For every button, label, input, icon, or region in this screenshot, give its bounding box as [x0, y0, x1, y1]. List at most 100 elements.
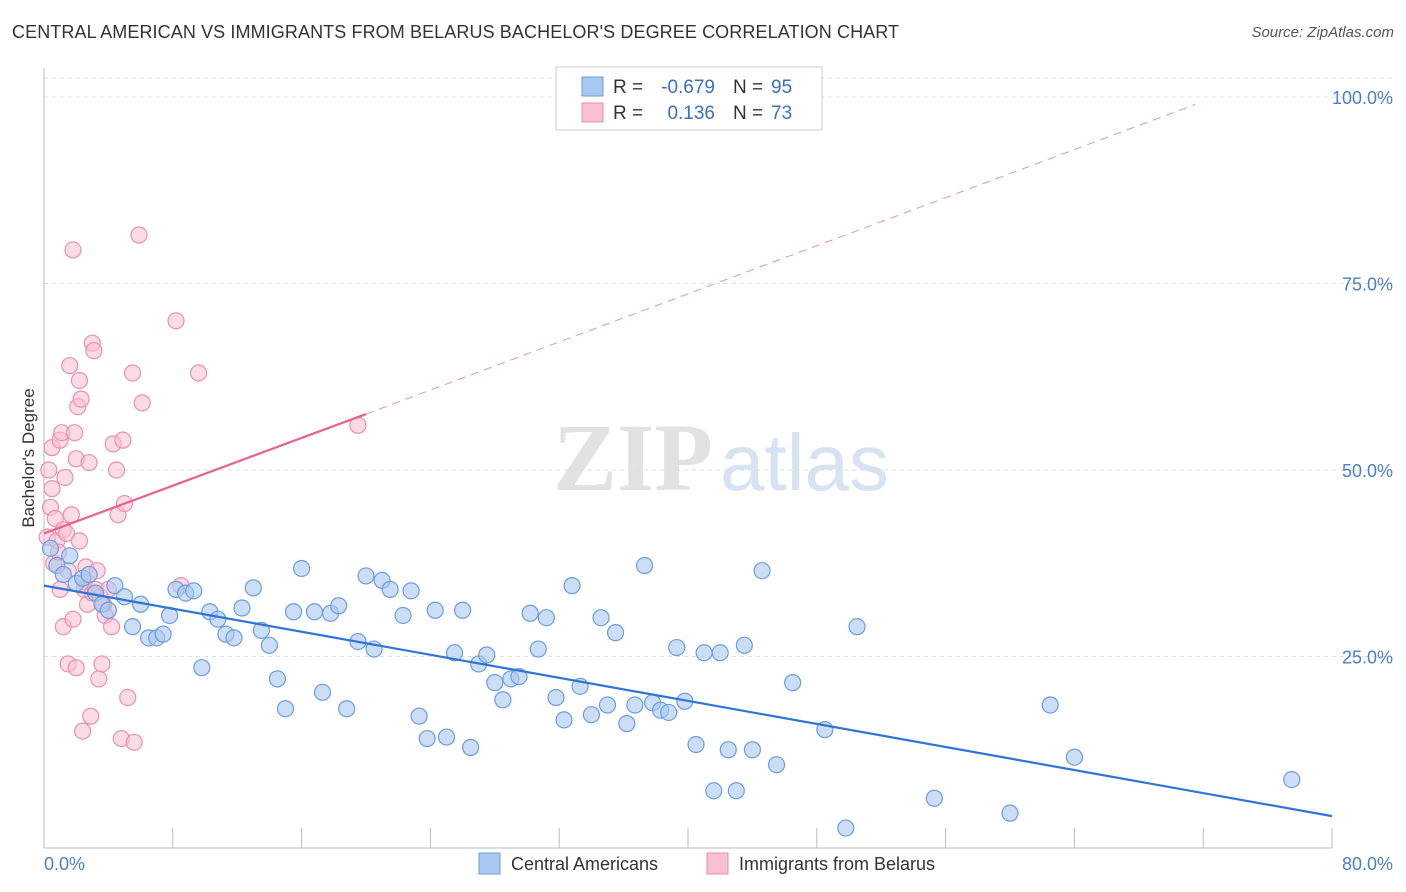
y-tick-labels: 25.0% 50.0% 75.0% 100.0%: [1332, 88, 1393, 668]
belarus-trend-line: [43, 413, 367, 535]
bottom-legend-swatch-blue: [478, 852, 501, 875]
central-americans-point-11: [115, 588, 134, 606]
legend-n-value-pink: 73: [771, 103, 792, 124]
legend-n-label-pink: N =: [733, 103, 763, 124]
source-credit: Source: ZipAtlas.com: [1251, 24, 1394, 41]
central-americans-point-72: [635, 556, 654, 575]
legend-swatch-pink: [581, 102, 604, 123]
legend-n-value-blue: 95: [771, 77, 792, 98]
central-americans-point-96: [1283, 770, 1301, 789]
y-tick-label-25: 25.0%: [1342, 648, 1393, 668]
legend-r-value-pink: 0.136: [667, 103, 715, 124]
belarus-point-55: [123, 364, 142, 382]
central-americans-point-47: [418, 729, 436, 748]
central-americans-point-66: [582, 706, 601, 724]
central-americans-point-76: [668, 638, 686, 657]
belarus-point-57: [130, 226, 148, 244]
central-americans-point-3: [61, 547, 79, 565]
correlation-legend: R = -0.679 N = 95 R = 0.136 N = 73: [555, 66, 823, 131]
central-americans-point-30: [268, 670, 287, 688]
central-americans-point-28: [252, 621, 270, 639]
series-legend: Central Americans Immigrants from Belaru…: [478, 852, 935, 875]
belarus-point-28: [72, 390, 90, 408]
central-americans-point-48: [426, 601, 444, 619]
central-americans-point-34: [305, 603, 324, 621]
central-americans-point-27: [244, 579, 262, 597]
y-tick-label-100: 100.0%: [1332, 88, 1393, 108]
gridlines: [44, 77, 1393, 657]
central-americans-point-16: [154, 625, 172, 643]
central-americans-point-51: [454, 601, 472, 619]
central-americans-point-2: [54, 565, 72, 584]
central-americans-point-25: [225, 629, 243, 647]
belarus-point-43: [93, 655, 111, 673]
central-americans-point-38: [338, 700, 356, 718]
central-americans-points: [41, 539, 1301, 837]
y-tick-label-75: 75.0%: [1342, 275, 1393, 295]
belarus-point-35: [82, 707, 100, 725]
central-americans-point-87: [767, 756, 786, 774]
belarus-point-1: [40, 461, 58, 479]
central-americans-point-37: [330, 597, 348, 615]
central-americans-point-23: [209, 610, 227, 628]
central-americans-point-68: [598, 696, 617, 714]
central-americans-point-90: [837, 819, 855, 837]
belarus-point-54: [119, 688, 137, 707]
central-americans-point-52: [462, 738, 480, 757]
watermark-atlas: atlas: [720, 418, 889, 507]
central-americans-point-0: [41, 539, 60, 557]
belarus-point-58: [133, 394, 151, 412]
central-americans-point-43: [381, 580, 399, 598]
central-americans-point-95: [1065, 748, 1084, 766]
x-tick-label-min: 0.0%: [44, 854, 85, 874]
belarus-point-49: [107, 461, 126, 479]
central-americans-point-31: [276, 700, 295, 718]
central-americans-point-10: [106, 577, 124, 595]
central-americans-point-44: [394, 606, 412, 625]
central-americans-point-50: [445, 644, 464, 662]
legend-n-label-blue: N =: [733, 77, 763, 98]
central-americans-point-78: [687, 735, 705, 754]
watermark-zip: ZIP: [553, 404, 713, 511]
belarus-point-22: [65, 424, 84, 442]
belarus-point-29: [74, 722, 92, 740]
central-americans-point-70: [618, 715, 636, 733]
central-americans-point-9: [99, 601, 118, 619]
central-americans-point-26: [233, 599, 251, 617]
x-tick-label-max: 80.0%: [1342, 854, 1393, 874]
bottom-legend-label-pink: Immigrants from Belarus: [739, 854, 935, 874]
central-americans-point-86: [753, 562, 771, 580]
belarus-point-21: [64, 610, 82, 628]
central-americans-point-93: [1001, 804, 1019, 822]
belarus-point-47: [103, 618, 121, 636]
belarus-trend-line-extension: [365, 103, 1196, 415]
central-americans-point-32: [284, 603, 303, 621]
central-americans-point-75: [660, 703, 678, 722]
central-americans-point-33: [293, 559, 311, 578]
central-americans-point-40: [357, 567, 375, 585]
central-americans-point-67: [592, 609, 610, 627]
central-americans-point-6: [80, 565, 98, 584]
central-americans-point-88: [784, 674, 802, 692]
bottom-legend-label-blue: Central Americans: [511, 854, 658, 874]
central-americans-point-79: [695, 644, 713, 662]
central-americans-point-92: [925, 789, 943, 807]
y-axis-title: Bachelor's Degree: [19, 388, 38, 527]
belarus-point-61: [189, 364, 208, 382]
central-americans-point-81: [711, 644, 729, 662]
central-americans-trend-line: [43, 584, 1333, 818]
central-americans-point-20: [185, 582, 203, 600]
belarus-point-27: [70, 532, 89, 550]
belarus-point-18: [61, 356, 79, 375]
central-americans-point-63: [555, 711, 573, 729]
chart-title: CENTRAL AMERICAN VS IMMIGRANTS FROM BELA…: [12, 22, 900, 42]
central-americans-point-69: [606, 624, 625, 642]
central-americans-point-82: [719, 741, 737, 759]
central-americans-point-60: [529, 640, 547, 658]
central-americans-point-21: [193, 659, 211, 677]
central-americans-point-83: [727, 782, 745, 800]
belarus-point-56: [125, 733, 143, 751]
trend-lines: [43, 103, 1333, 818]
central-americans-point-61: [537, 609, 555, 627]
